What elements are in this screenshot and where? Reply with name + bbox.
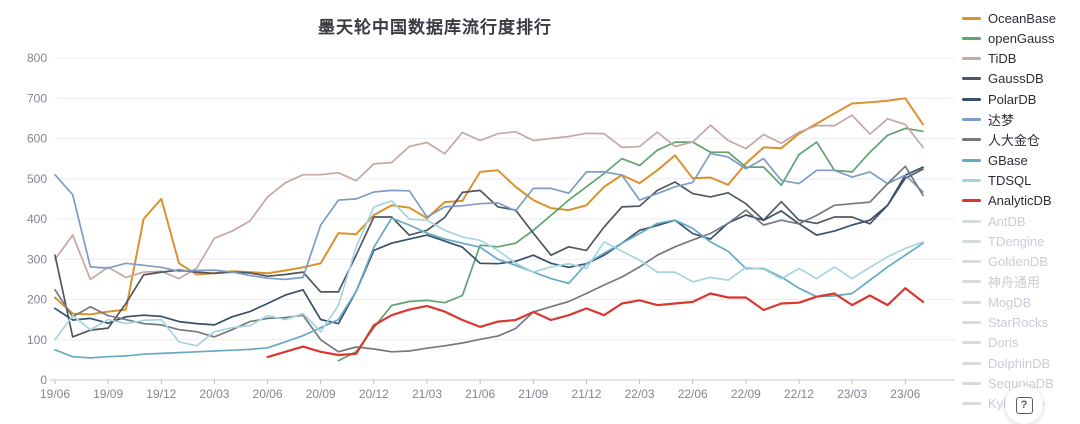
legend-label: 人大金仓	[988, 133, 1041, 149]
legend-item-Doris[interactable]: Doris	[962, 335, 1019, 351]
legend-label: SequoiaDB	[988, 375, 1054, 391]
x-axis-label: 21/03	[412, 387, 442, 401]
x-axis-label: 22/09	[731, 387, 761, 401]
legend-label: StarRocks	[988, 315, 1048, 330]
x-axis-label: 23/06	[890, 387, 920, 401]
series-line-达梦[interactable]	[54, 152, 924, 281]
legend-label: MogDB	[988, 294, 1032, 310]
legend-swatch	[962, 381, 981, 385]
legend-swatch	[962, 321, 981, 324]
x-axis-label: 20/03	[199, 387, 229, 401]
y-axis-label: 400	[27, 212, 47, 226]
legend-label: TDengine	[988, 233, 1045, 249]
y-axis-label: 800	[27, 51, 47, 65]
line-chart-plot[interactable]: 0 100 200 300 400 500 600 700 800 19/06 19/09 19/12…	[0, 0, 1080, 414]
help-button[interactable]: ?	[1005, 386, 1043, 424]
legend-label: PolarDB	[988, 91, 1037, 107]
series-line-OceanBase[interactable]	[54, 97, 924, 316]
legend-item-人大金仓[interactable]: 人大金仓	[962, 133, 1041, 149]
series-line-GBase[interactable]	[54, 217, 924, 359]
y-axis-label: 0	[40, 373, 47, 387]
chart-title: 墨天轮中国数据库流行度排行	[318, 18, 552, 37]
legend-swatch	[962, 341, 981, 345]
x-axis-label: 21/09	[518, 387, 548, 401]
y-axis-label: 700	[27, 91, 47, 105]
y-axis-label: 100	[27, 333, 47, 347]
legend-swatch	[962, 77, 981, 81]
series-line-GaussDB[interactable]	[54, 168, 924, 338]
x-axis-label: 19/12	[146, 387, 176, 401]
x-axis-label: 21/12	[571, 387, 601, 401]
legend-swatch	[962, 16, 981, 20]
legend-label: 达梦	[988, 113, 1015, 128]
legend-item-openGauss[interactable]: openGauss	[962, 30, 1055, 46]
legend-item-GBase[interactable]: GBase	[962, 152, 1028, 168]
legend-swatch	[962, 36, 981, 40]
legend-swatch	[962, 402, 981, 406]
legend-item-PolarDB[interactable]: PolarDB	[962, 91, 1037, 107]
legend-swatch	[962, 239, 981, 243]
x-axis-label: 22/12	[784, 387, 814, 401]
x-axis-label: 20/12	[359, 387, 389, 401]
x-axis-label: 22/03	[625, 387, 655, 401]
legend-label: TiDB	[988, 51, 1017, 67]
legend-label: TDSQL	[988, 172, 1032, 188]
x-axis-label: 20/09	[306, 387, 336, 401]
legend-item-AntDB[interactable]: AntDB	[962, 213, 1026, 229]
legend-swatch	[962, 158, 981, 162]
legend-swatch	[962, 57, 981, 61]
legend-item-TDSQL[interactable]: TDSQL	[962, 172, 1032, 188]
legend-swatch	[962, 300, 981, 304]
legend-label: GBase	[988, 152, 1028, 168]
legend-swatch	[962, 178, 981, 182]
legend-swatch	[962, 219, 981, 223]
legend-item-OceanBase[interactable]: OceanBase	[962, 10, 1056, 26]
chart-legend: OceanBase openGauss TiDB GaussDB PolarDB 达梦人大…	[962, 0, 1080, 414]
series-line-PolarDB[interactable]	[54, 166, 924, 326]
y-axis-label: 500	[27, 172, 47, 186]
x-axis-label: 22/06	[678, 387, 708, 401]
legend-item-神舟通用[interactable]: 神舟通用	[962, 275, 1041, 291]
legend-item-AnalyticDB[interactable]: AnalyticDB	[962, 193, 1052, 209]
legend-label: 神舟通用	[988, 275, 1041, 291]
legend-swatch	[962, 361, 981, 365]
legend-label: OceanBase	[988, 10, 1056, 26]
legend-label: DolphinDB	[988, 355, 1051, 371]
series-line-TiDB[interactable]	[54, 114, 924, 281]
series-line-TDSQL[interactable]	[54, 200, 924, 347]
x-axis-label: 19/09	[93, 387, 123, 401]
series-line-AnalyticDB[interactable]	[266, 287, 925, 359]
legend-item-GaussDB[interactable]: GaussDB	[962, 71, 1044, 87]
y-axis-label: 300	[27, 252, 47, 266]
legend-item-StarRocks[interactable]: StarRocks	[962, 315, 1048, 330]
legend-item-达梦[interactable]: 达梦	[962, 113, 1015, 128]
legend-label: GaussDB	[988, 71, 1044, 87]
legend-label: GoldenDB	[988, 254, 1048, 270]
y-axis-label: 600	[27, 132, 47, 146]
x-axis-label: 21/06	[465, 387, 495, 401]
legend-label: AnalyticDB	[988, 193, 1052, 209]
legend-swatch	[962, 260, 981, 264]
legend-item-GoldenDB[interactable]: GoldenDB	[962, 254, 1048, 270]
legend-label: Doris	[988, 335, 1019, 351]
legend-swatch	[962, 97, 981, 101]
legend-label: openGauss	[988, 30, 1055, 46]
legend-item-DolphinDB[interactable]: DolphinDB	[962, 355, 1051, 371]
legend-item-MogDB[interactable]: MogDB	[962, 294, 1032, 310]
legend-swatch	[962, 118, 981, 121]
y-axis-label: 200	[27, 293, 47, 307]
legend-item-SequoiaDB[interactable]: SequoiaDB	[962, 375, 1054, 391]
series-line-openGauss[interactable]	[337, 127, 924, 362]
legend-swatch	[962, 199, 981, 203]
legend-item-TDengine[interactable]: TDengine	[962, 233, 1045, 249]
legend-swatch	[962, 138, 981, 142]
question-mark-icon: ?	[1015, 396, 1033, 414]
x-axis-label: 19/06	[40, 387, 70, 401]
series-line-人大金仓[interactable]	[54, 165, 924, 353]
x-axis-label: 20/06	[253, 387, 283, 401]
legend-label: AntDB	[988, 213, 1026, 229]
legend-item-TiDB[interactable]: TiDB	[962, 51, 1017, 67]
x-axis-label: 23/03	[837, 387, 867, 401]
legend-swatch	[962, 280, 981, 284]
